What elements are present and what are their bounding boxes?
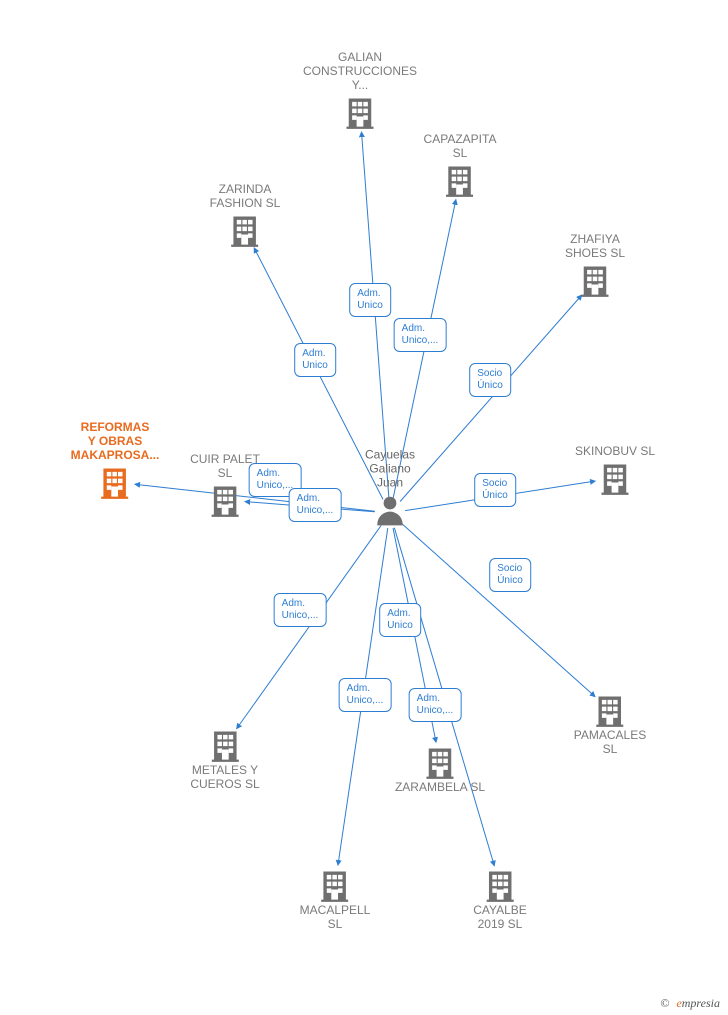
- edge-line: [401, 523, 595, 697]
- copyright-symbol: ©: [660, 996, 669, 1010]
- edge-label: Adm. Unico: [294, 343, 336, 377]
- edge-label: Adm. Unico,...: [394, 318, 447, 352]
- edge-label: Socio Único: [469, 363, 511, 397]
- center-person-label: Cayuelas Galiano Juan: [365, 448, 415, 490]
- edge-label: Socio Único: [489, 558, 531, 592]
- edge-label: Adm. Unico: [379, 603, 421, 637]
- edge-label: Adm. Unico: [349, 283, 391, 317]
- center-person-node[interactable]: Cayuelas Galiano Juan: [365, 448, 415, 533]
- brand-rest: mpresia: [682, 996, 720, 1010]
- edge-label: Adm. Unico,...: [274, 593, 327, 627]
- edge-label: Adm. Unico,...: [289, 488, 342, 522]
- edge-label: Socio Único: [474, 473, 516, 507]
- edge-label: Adm. Unico,...: [339, 678, 392, 712]
- footer-attribution: © empresia: [660, 996, 720, 1011]
- person-icon: [365, 494, 415, 533]
- edge-label: Adm. Unico,...: [409, 688, 462, 722]
